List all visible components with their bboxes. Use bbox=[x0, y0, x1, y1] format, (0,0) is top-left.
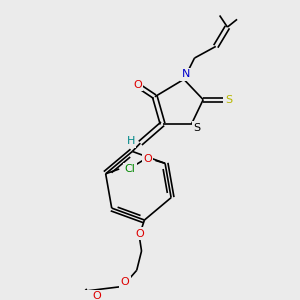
Text: O: O bbox=[93, 291, 102, 300]
Text: O: O bbox=[135, 229, 144, 238]
Text: H: H bbox=[127, 136, 135, 146]
Text: S: S bbox=[225, 94, 232, 105]
Text: O: O bbox=[121, 277, 130, 287]
Text: O: O bbox=[143, 154, 152, 164]
Text: N: N bbox=[182, 70, 190, 80]
Text: Cl: Cl bbox=[124, 164, 135, 174]
Text: S: S bbox=[193, 123, 200, 133]
Text: O: O bbox=[133, 80, 142, 90]
